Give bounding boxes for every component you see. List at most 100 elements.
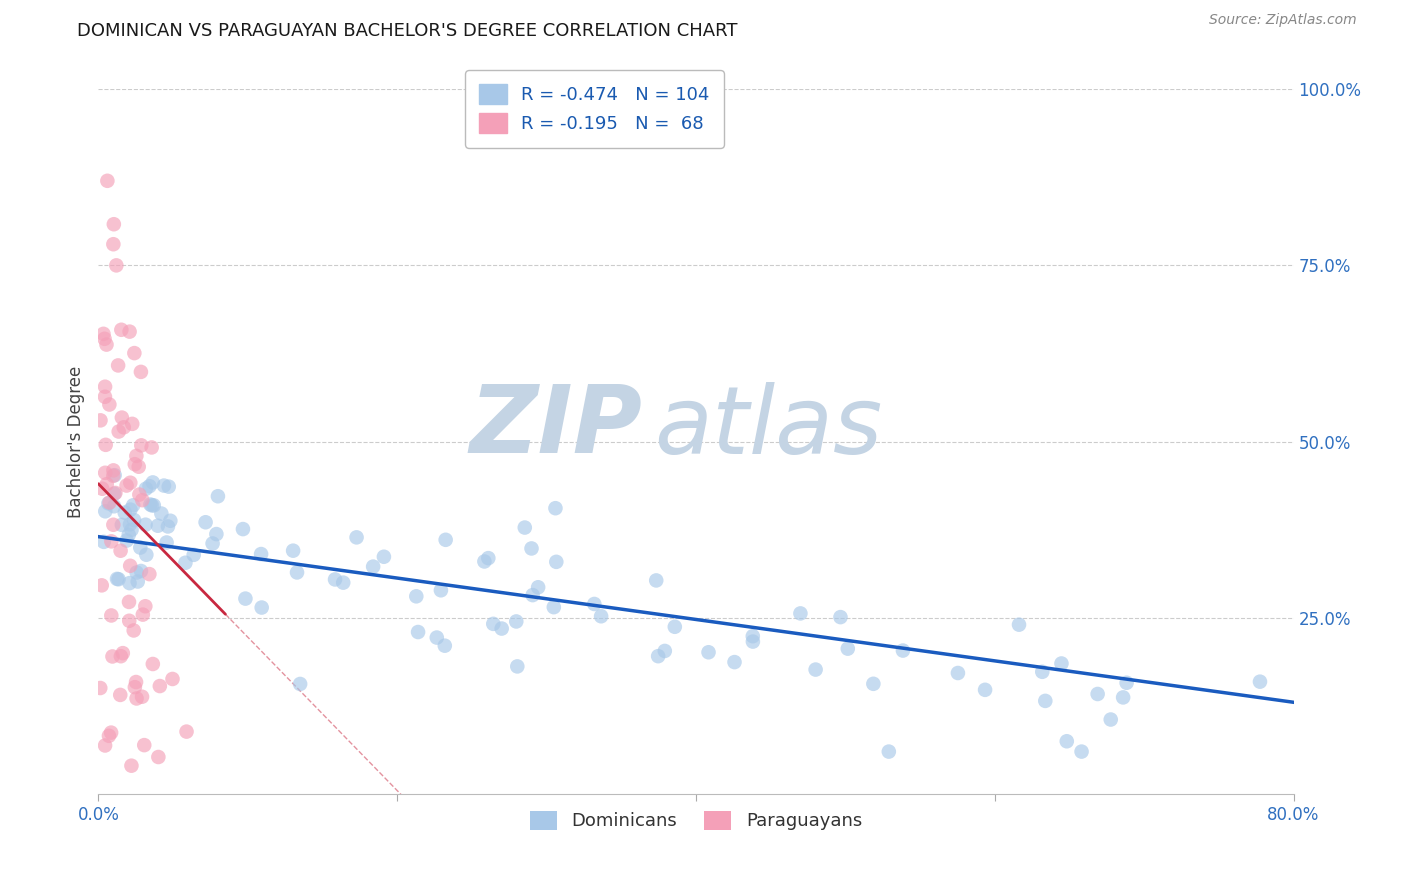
- Point: [183, 548, 205, 562]
- Point: [1031, 665, 1053, 679]
- Point: [837, 641, 859, 656]
- Point: [433, 639, 456, 653]
- Point: [131, 493, 153, 508]
- Point: [513, 520, 536, 534]
- Point: [332, 575, 354, 590]
- Point: [522, 588, 544, 602]
- Point: [285, 566, 308, 580]
- Point: [103, 517, 125, 532]
- Point: [281, 543, 304, 558]
- Point: [405, 590, 427, 604]
- Point: [150, 507, 173, 521]
- Point: [100, 608, 122, 623]
- Point: [406, 625, 429, 640]
- Point: [830, 610, 852, 624]
- Point: [110, 323, 132, 337]
- Point: [891, 643, 914, 657]
- Point: [122, 624, 145, 638]
- Point: [104, 468, 127, 483]
- Point: [94, 390, 117, 404]
- Point: [723, 655, 745, 669]
- Point: [128, 459, 150, 474]
- Point: [142, 499, 165, 513]
- Point: [103, 463, 125, 477]
- Point: [103, 468, 125, 483]
- Point: [118, 517, 141, 532]
- Point: [789, 607, 811, 621]
- Point: [434, 533, 457, 547]
- Point: [153, 478, 176, 492]
- Point: [361, 559, 384, 574]
- Point: [94, 438, 117, 452]
- Point: [104, 486, 127, 500]
- Point: [697, 645, 720, 659]
- Point: [110, 688, 132, 702]
- Text: Source: ZipAtlas.com: Source: ZipAtlas.com: [1209, 13, 1357, 28]
- Point: [103, 217, 125, 231]
- Point: [97, 496, 120, 510]
- Point: [132, 607, 155, 622]
- Point: [250, 547, 273, 561]
- Point: [105, 572, 128, 586]
- Point: [120, 502, 142, 516]
- Text: DOMINICAN VS PARAGUAYAN BACHELOR'S DEGREE CORRELATION CHART: DOMINICAN VS PARAGUAYAN BACHELOR'S DEGRE…: [77, 22, 738, 40]
- Point: [110, 649, 132, 664]
- Text: atlas: atlas: [654, 382, 883, 473]
- Point: [125, 675, 148, 690]
- Point: [741, 629, 763, 643]
- Point: [544, 501, 567, 516]
- Point: [527, 580, 550, 594]
- Point: [93, 326, 115, 341]
- Point: [804, 663, 827, 677]
- Legend: Dominicans, Paraguayans: Dominicans, Paraguayans: [523, 804, 869, 838]
- Point: [93, 534, 115, 549]
- Point: [232, 522, 254, 536]
- Point: [129, 365, 152, 379]
- Point: [94, 739, 117, 753]
- Point: [120, 558, 142, 573]
- Point: [98, 495, 121, 509]
- Point: [89, 681, 111, 695]
- Point: [877, 745, 900, 759]
- Point: [94, 380, 117, 394]
- Point: [520, 541, 543, 556]
- Point: [346, 530, 368, 544]
- Point: [741, 634, 763, 648]
- Point: [155, 535, 177, 549]
- Point: [111, 646, 134, 660]
- Point: [135, 517, 157, 532]
- Point: [112, 420, 135, 434]
- Point: [591, 609, 613, 624]
- Point: [141, 441, 163, 455]
- Point: [491, 622, 513, 636]
- Point: [110, 543, 132, 558]
- Point: [142, 475, 165, 490]
- Point: [118, 614, 141, 628]
- Point: [201, 536, 224, 550]
- Point: [477, 551, 499, 566]
- Point: [118, 595, 141, 609]
- Point: [124, 457, 146, 471]
- Point: [122, 498, 145, 512]
- Point: [474, 554, 496, 568]
- Point: [235, 591, 257, 606]
- Point: [141, 499, 163, 513]
- Point: [159, 514, 181, 528]
- Point: [139, 498, 162, 512]
- Point: [647, 649, 669, 664]
- Point: [157, 480, 180, 494]
- Point: [131, 690, 153, 704]
- Point: [194, 515, 217, 529]
- Point: [1112, 690, 1135, 705]
- Point: [505, 615, 527, 629]
- Point: [156, 519, 179, 533]
- Point: [128, 487, 150, 501]
- Point: [664, 620, 686, 634]
- Point: [100, 534, 122, 549]
- Point: [107, 572, 129, 586]
- Point: [1249, 674, 1271, 689]
- Point: [96, 477, 118, 491]
- Point: [97, 729, 120, 743]
- Point: [129, 564, 152, 578]
- Point: [98, 398, 121, 412]
